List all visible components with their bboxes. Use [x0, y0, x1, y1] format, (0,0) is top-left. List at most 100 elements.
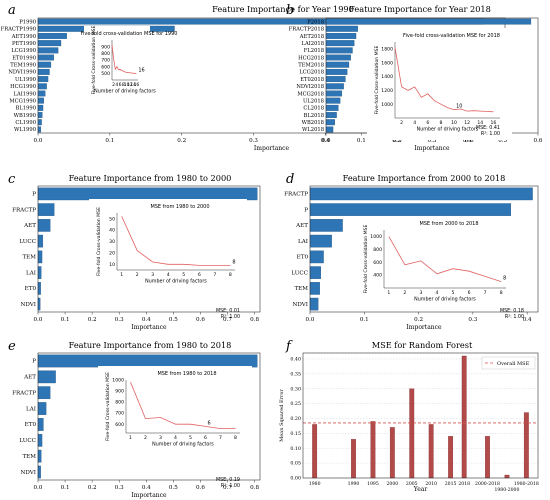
x-tick-label: 0.2	[177, 138, 186, 144]
bar	[37, 83, 47, 90]
inset-x-tick-label: 4	[413, 120, 416, 126]
x-tick-label: 2000-2018	[475, 481, 500, 487]
chart-title: Feature Importance from 1980 to 2018	[69, 340, 232, 350]
bar	[309, 187, 533, 201]
inset-marker-label: 8	[503, 276, 506, 282]
stat-text: R²: 1.00	[221, 314, 240, 320]
inset-y-tick-label: 800	[101, 51, 110, 57]
inset-x-tick-label: 2	[403, 290, 406, 296]
bar	[409, 388, 415, 479]
x-tick-label: 0.6	[196, 317, 205, 323]
inset-x-tick-label: 6	[468, 290, 471, 296]
inset-y-tick-label: 1200	[381, 88, 393, 94]
inset-x-tick-label: 6	[198, 272, 201, 278]
inset-x-axis-label: Number of driving factors	[417, 127, 479, 133]
bar	[325, 83, 344, 90]
bar	[325, 90, 343, 97]
plot-frame	[309, 185, 539, 313]
panel-f: f MSE for Random Forest 0.00 0.05 0.10 0.15 0.…	[279, 339, 539, 493]
inset-title: MSE from 1980 to 2000	[150, 204, 209, 210]
y-axis-label: Mean Squared Error	[279, 389, 285, 442]
x-tick-label: 0.6	[534, 138, 543, 144]
panel-letter: c	[8, 172, 16, 187]
category-label: AET	[23, 223, 36, 229]
bar	[325, 25, 358, 32]
bar	[523, 412, 529, 479]
inset-background	[356, 216, 518, 310]
bar	[309, 266, 322, 279]
category-label: UL1990	[15, 77, 36, 83]
bar	[325, 119, 335, 126]
inset-y-tick-label: 20	[109, 251, 115, 257]
inset-series-line	[121, 216, 231, 266]
category-label: AET2018	[299, 34, 324, 40]
x-tick-label: 0.2	[392, 138, 401, 144]
bar	[37, 297, 41, 311]
category-label: P	[304, 207, 308, 213]
category-label: FL2018	[304, 48, 324, 54]
category-label: NDVI	[292, 302, 308, 308]
x-axis-label: Importance	[131, 492, 167, 499]
bar	[325, 126, 334, 133]
bar	[37, 119, 42, 126]
x-tick-label: 1990	[348, 481, 360, 487]
inset-x-tick-label: 5	[452, 290, 455, 296]
category-label: FRACTP	[284, 192, 308, 198]
x-tick-label: 2010	[425, 481, 437, 487]
x-tick-label: 0.6	[196, 485, 205, 491]
bar	[37, 33, 67, 39]
chart-title: MSE for Random Forest	[372, 340, 473, 350]
x-tick-label: 0.0	[34, 485, 43, 491]
inset-x-axis-label: Number of driving factors	[414, 297, 476, 303]
inset-title: Five-fold cross-validation MSE for 2018	[403, 33, 500, 39]
x-tick-label: 1980-2018	[514, 481, 539, 487]
inset-x-tick-label: 3	[151, 272, 154, 278]
x-tick-label: 2015	[445, 481, 457, 487]
inset-x-tick-label: 6	[119, 82, 122, 88]
inset-x-tick-label: 8	[229, 272, 232, 278]
x-tick-label: 0.1	[61, 317, 70, 323]
bar	[37, 61, 52, 68]
x-tick-label: 0.2	[88, 317, 97, 323]
inset-x-tick-label: 4	[436, 290, 439, 296]
y-tick-label: 0.40	[290, 357, 301, 363]
bar	[309, 234, 332, 248]
category-label: FRACTP	[12, 207, 36, 213]
inset-series-line	[111, 44, 137, 74]
inset-y-tick-label: 700	[101, 58, 110, 64]
x-tick-label: 0.0	[306, 317, 315, 323]
x-axis-label: Importance	[254, 145, 290, 152]
inset-title: MSE from 1980 to 2018	[157, 371, 216, 377]
inset-x-tick-label: 3	[419, 290, 422, 296]
inset-y-tick-label: 10	[109, 262, 115, 268]
panel-letter: b	[286, 3, 294, 18]
category-label: NDVI	[20, 302, 36, 308]
x-tick-label: 2018	[458, 481, 470, 487]
inset-title: MSE from 2000 to 2018	[419, 221, 478, 227]
inset-x-tick-label: 4	[115, 82, 118, 88]
bar	[389, 427, 395, 479]
category-label: P	[32, 192, 36, 198]
inset-x-tick-label: 1	[129, 435, 132, 441]
category-label: BL1990	[16, 106, 36, 112]
category-label: FRACTP1990	[1, 27, 36, 33]
inset-y-tick-label: 500	[101, 71, 110, 77]
category-label: LCG2018	[299, 70, 324, 76]
category-label: P1990	[19, 19, 36, 25]
y-tick-label: 0.25	[290, 401, 301, 407]
category-label: UL2018	[303, 98, 324, 104]
inset-x-tick-label: 16	[133, 82, 139, 88]
inset-y-axis-label: Five-fold Cross-validation MSE	[363, 224, 369, 293]
inset-y-tick-label: 900	[101, 44, 110, 50]
category-label: HCG1990	[10, 84, 36, 90]
bar	[325, 61, 350, 68]
inset-x-tick-label: 2	[112, 82, 115, 88]
category-label: BL2018	[304, 113, 324, 119]
legend-label: Overall MSE	[497, 361, 530, 367]
inset-series-line	[388, 236, 502, 282]
inset-y-tick-label: 50	[109, 216, 115, 222]
bar	[351, 439, 356, 479]
inset-x-tick-label: 14	[130, 82, 136, 88]
bar	[448, 436, 454, 479]
